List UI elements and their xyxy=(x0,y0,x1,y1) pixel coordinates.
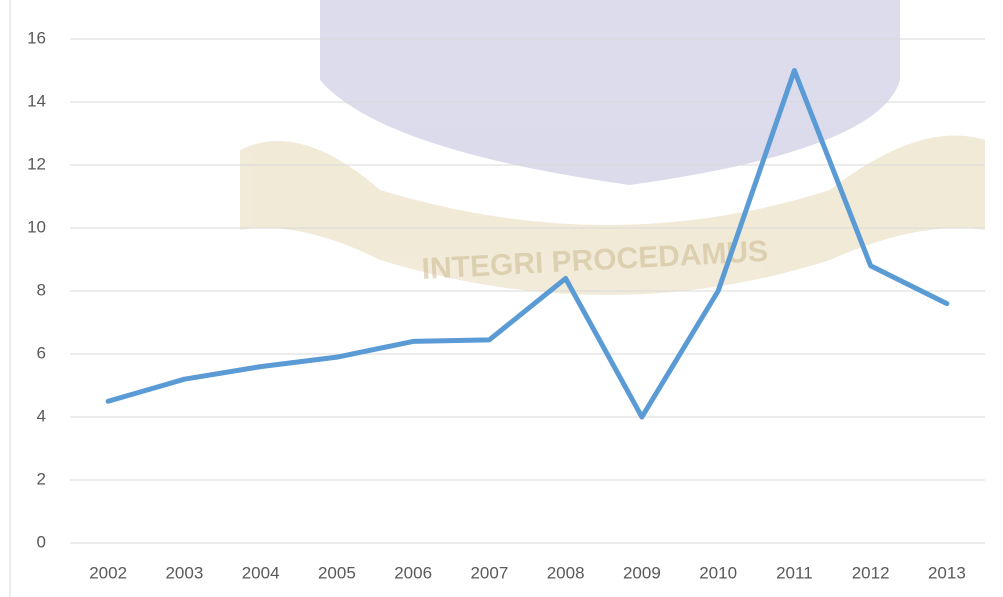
y-tick-label: 12 xyxy=(27,154,46,173)
x-tick-label: 2012 xyxy=(852,563,890,582)
x-tick-label: 2013 xyxy=(928,563,966,582)
x-tick-label: 2002 xyxy=(89,563,127,582)
x-tick-label: 2009 xyxy=(623,563,661,582)
y-tick-label: 0 xyxy=(37,532,46,551)
watermark-emblem xyxy=(240,0,985,295)
x-tick-label: 2011 xyxy=(776,563,813,582)
y-tick-label: 4 xyxy=(37,406,46,425)
x-tick-label: 2006 xyxy=(394,563,432,582)
y-tick-label: 2 xyxy=(37,469,46,488)
y-tick-label: 6 xyxy=(37,343,46,362)
data-line xyxy=(105,68,950,420)
x-tick-label: 2004 xyxy=(242,563,280,582)
x-tick-label: 2007 xyxy=(470,563,508,582)
y-tick-label: 14 xyxy=(27,91,46,110)
x-tick-label: 2003 xyxy=(165,563,203,582)
x-tick-label: 2008 xyxy=(547,563,585,582)
y-tick-label: 16 xyxy=(27,28,46,47)
x-tick-label: 2010 xyxy=(699,563,737,582)
y-tick-label: 10 xyxy=(27,217,46,236)
x-tick-label: 2005 xyxy=(318,563,356,582)
y-tick-label: 8 xyxy=(37,280,46,299)
